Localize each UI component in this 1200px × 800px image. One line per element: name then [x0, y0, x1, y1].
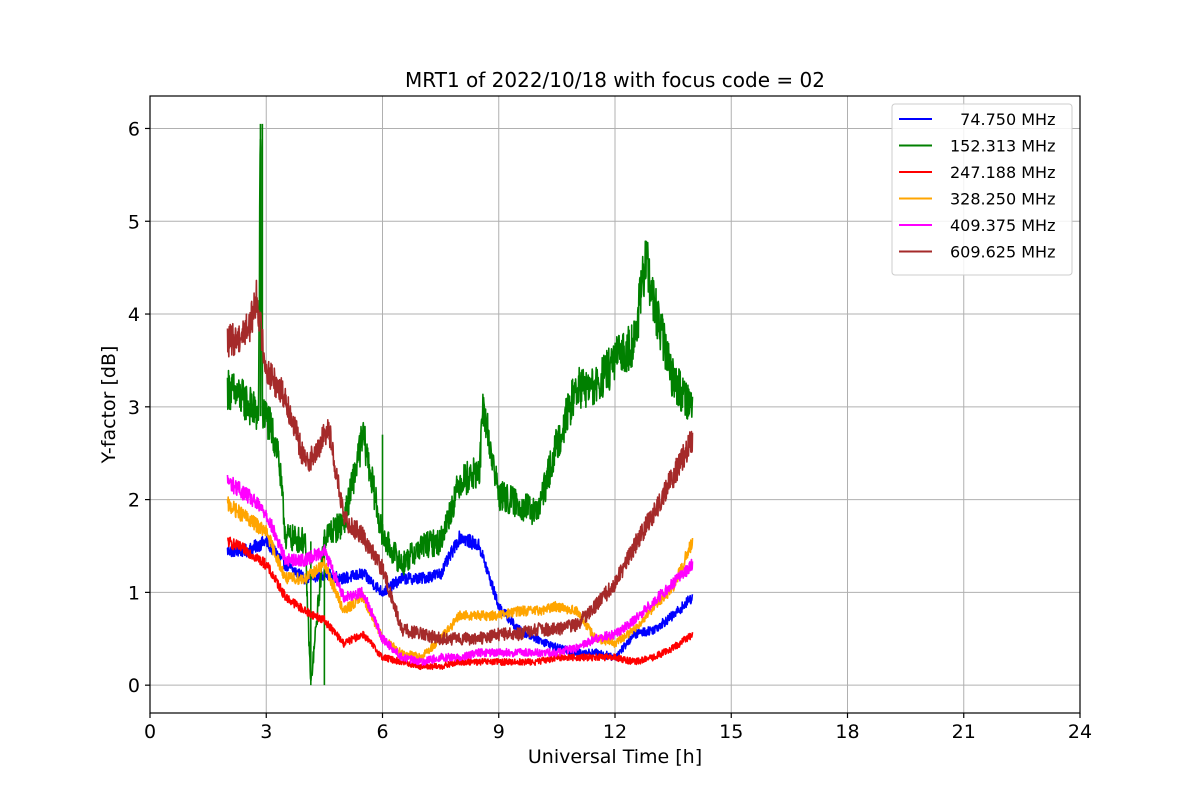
x-tick-label: 18 [835, 721, 859, 743]
series-line [226, 496, 694, 662]
series-lines [226, 123, 694, 686]
legend-entry: 74.750 MHz [950, 110, 1055, 129]
legend-entry: 152.313 MHz [950, 137, 1055, 156]
legend-box [891, 103, 1073, 276]
y-axis-label: Y-factor [dB] [98, 346, 120, 465]
legend: 74.750 MHz 152.313 MHz 247.188 MHz 328.250 … [891, 103, 1073, 276]
y-tick-label: 2 [128, 490, 140, 512]
y-tick-label: 4 [128, 304, 140, 326]
legend-entry: 609.625 MHz [950, 243, 1055, 262]
y-tick-label: 0 [128, 675, 140, 697]
x-tick-label: 0 [144, 721, 156, 743]
x-tick-label: 12 [603, 721, 627, 743]
x-tick-label: 21 [952, 721, 976, 743]
chart-title: MRT1 of 2022/10/18 with focus code = 02 [405, 68, 825, 92]
x-tick-label: 3 [260, 721, 272, 743]
series-line [226, 138, 694, 682]
series-line [226, 474, 694, 666]
legend-entry: 328.250 MHz [950, 190, 1055, 209]
y-tick-label: 1 [128, 582, 140, 604]
y-tick-label: 5 [128, 211, 140, 233]
x-tick-label: 9 [493, 721, 505, 743]
x-tick-label: 6 [376, 721, 388, 743]
y-tick-label: 6 [128, 118, 140, 140]
series-line [226, 279, 694, 646]
y-tick-label: 3 [128, 397, 140, 419]
legend-entry: 409.375 MHz [950, 216, 1055, 235]
x-tick-label: 24 [1068, 721, 1092, 743]
legend-entry: 247.188 MHz [950, 163, 1055, 182]
x-tick-label: 15 [719, 721, 743, 743]
x-axis-label: Universal Time [h] [528, 746, 702, 768]
